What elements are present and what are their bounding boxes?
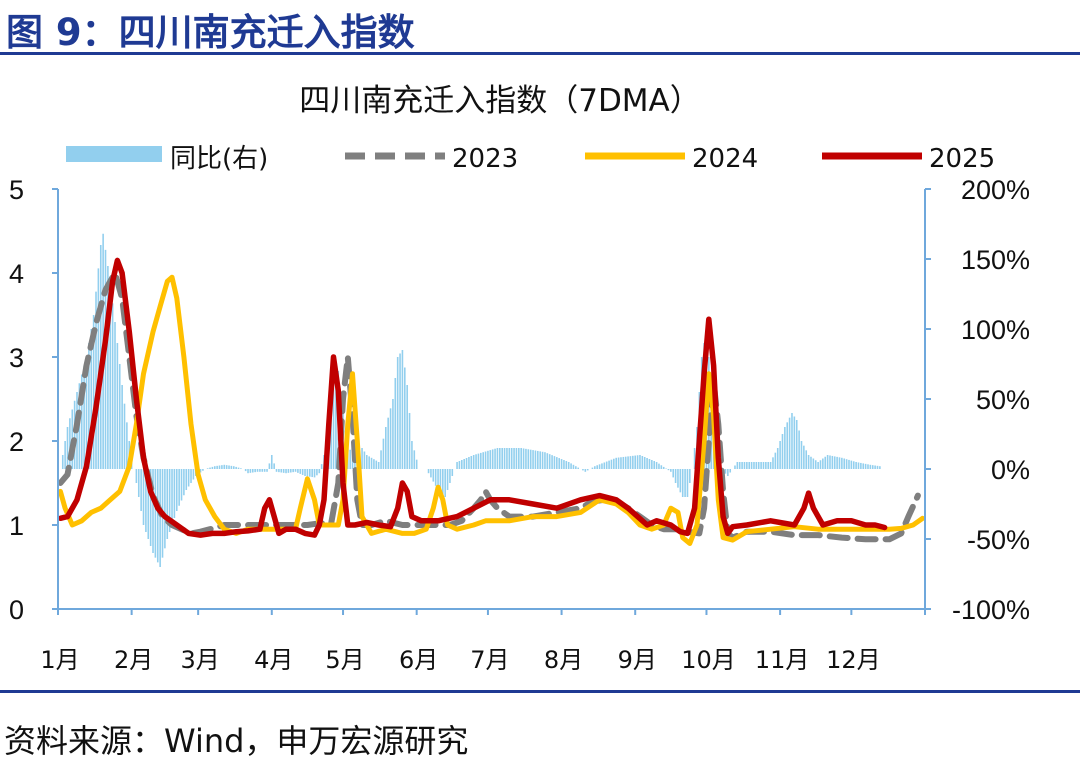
legend-label-2023: 2023	[452, 144, 518, 174]
right-axis-label: 100%	[961, 315, 1030, 345]
x-axis-label: 7月	[470, 646, 509, 674]
figure-header: 图 9：四川南充迁入指数	[0, 0, 1080, 56]
legend-swatch-yoy	[66, 146, 162, 162]
left-axis-label: 0	[9, 595, 24, 625]
series-lines	[57, 257, 926, 546]
series-line-2025	[57, 257, 888, 538]
left-axis-label: 2	[9, 427, 24, 457]
yoy-bars	[61, 233, 881, 567]
chart-title: 四川南充迁入指数（7DMA）	[299, 83, 701, 119]
x-axis-label: 11月	[755, 646, 810, 674]
legend-label-yoy: 同比(右)	[170, 144, 268, 174]
chart-legend: 同比(右) 2023 2024 2025	[66, 144, 995, 174]
right-axis-label: 200%	[961, 175, 1030, 205]
series-line-2024	[57, 274, 926, 546]
source-note: 资料来源：Wind，申万宏源研究	[4, 722, 469, 760]
x-axis-label: 1月	[40, 646, 79, 674]
footer-rule	[0, 690, 1080, 693]
header-rule	[0, 52, 1080, 55]
left-axis-label: 1	[9, 511, 24, 541]
right-axis-label: -50%	[967, 525, 1030, 555]
x-axis-label: 12月	[826, 646, 881, 674]
x-axis-label: 9月	[618, 646, 657, 674]
x-axis-label: 8月	[544, 646, 583, 674]
legend-label-2024: 2024	[692, 144, 758, 174]
x-axis-label: 4月	[254, 646, 293, 674]
right-axis-label: 0%	[991, 455, 1030, 485]
right-axis-label: 150%	[961, 245, 1030, 275]
left-axis-label: 3	[9, 343, 24, 373]
x-axis-label: 10月	[681, 646, 736, 674]
right-axis-label: 50%	[976, 385, 1030, 415]
left-axis-label: 5	[9, 175, 24, 205]
x-axis-label: 6月	[399, 646, 438, 674]
x-axis-label: 5月	[325, 646, 364, 674]
chart-axes: 0 1 2 3 4 5 -100% -50% 0% 50% 100% 150% 200% 1月 2月 3月 4月…	[9, 175, 1030, 674]
x-axis-label: 2月	[114, 646, 153, 674]
x-axis-label: 3月	[181, 646, 220, 674]
legend-label-2025: 2025	[929, 144, 995, 174]
right-axis-label: -100%	[952, 595, 1030, 625]
figure-title: 图 9：四川南充迁入指数	[6, 11, 415, 54]
left-axis-label: 4	[9, 259, 24, 289]
migration-index-chart: 四川南充迁入指数（7DMA） 同比(右) 2023 2024 2025 0 1 2 3…	[9, 83, 1030, 674]
